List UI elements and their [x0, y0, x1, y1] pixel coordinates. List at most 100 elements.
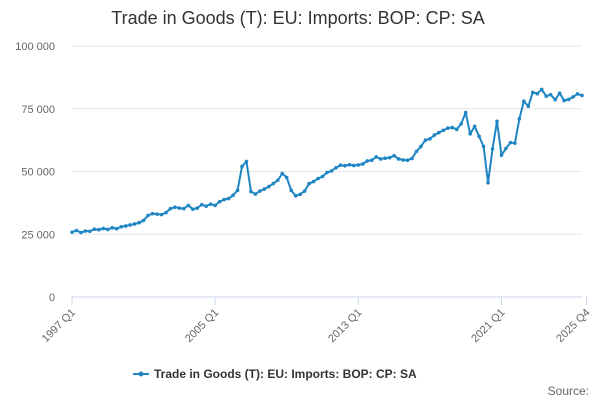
data-point[interactable] [535, 91, 540, 96]
data-point[interactable] [128, 223, 132, 227]
data-point[interactable] [150, 211, 155, 216]
data-point[interactable] [414, 149, 419, 154]
data-point[interactable] [155, 212, 159, 216]
data-point[interactable] [177, 206, 182, 210]
data-point[interactable] [271, 181, 276, 186]
data-point[interactable] [553, 97, 557, 102]
data-point[interactable] [302, 189, 307, 193]
data-point[interactable] [195, 206, 200, 210]
data-point[interactable] [490, 147, 495, 151]
data-point[interactable] [311, 179, 316, 184]
data-point[interactable] [499, 153, 504, 157]
data-point[interactable] [571, 95, 575, 99]
data-point[interactable] [463, 110, 468, 115]
data-point[interactable] [360, 162, 365, 166]
data-point[interactable] [307, 181, 311, 186]
data-point[interactable] [284, 175, 289, 180]
data-point[interactable] [437, 130, 441, 135]
data-point[interactable] [575, 92, 580, 96]
data-point[interactable] [477, 134, 481, 139]
data-point[interactable] [513, 141, 517, 145]
data-point[interactable] [119, 224, 124, 229]
data-point[interactable] [182, 206, 186, 211]
data-point[interactable] [374, 155, 379, 159]
data-point[interactable] [495, 119, 499, 124]
data-point[interactable] [343, 163, 347, 168]
data-point[interactable] [217, 199, 222, 204]
data-point[interactable] [387, 155, 392, 160]
data-point[interactable] [262, 187, 267, 191]
data-point[interactable] [293, 194, 298, 198]
data-point[interactable] [101, 226, 106, 231]
data-point[interactable] [338, 163, 343, 168]
data-point[interactable] [110, 225, 115, 230]
data-point[interactable] [526, 104, 531, 109]
data-point[interactable] [486, 181, 490, 185]
data-point[interactable] [88, 229, 92, 234]
data-point[interactable] [240, 164, 244, 169]
data-point[interactable] [289, 188, 294, 193]
data-point[interactable] [544, 94, 549, 98]
data-point[interactable] [356, 163, 361, 167]
data-point[interactable] [468, 132, 472, 136]
data-point[interactable] [199, 202, 204, 207]
data-point[interactable] [410, 156, 414, 161]
data-point[interactable] [548, 92, 553, 97]
data-point[interactable] [137, 220, 141, 225]
data-point[interactable] [213, 203, 217, 208]
data-point[interactable] [132, 222, 137, 226]
data-point[interactable] [231, 193, 235, 198]
data-point[interactable] [508, 140, 513, 145]
data-point[interactable] [441, 128, 446, 133]
data-point[interactable] [123, 224, 128, 228]
data-point[interactable] [396, 157, 401, 161]
data-point[interactable] [423, 138, 428, 142]
data-point[interactable] [454, 127, 459, 132]
data-point[interactable] [517, 116, 522, 121]
data-point[interactable] [369, 158, 374, 163]
data-point[interactable] [79, 230, 83, 235]
data-point[interactable] [378, 157, 383, 161]
data-point[interactable] [141, 218, 146, 223]
data-point[interactable] [580, 93, 584, 98]
data-point[interactable] [164, 210, 168, 215]
data-point[interactable] [539, 87, 544, 92]
data-point[interactable] [83, 229, 88, 233]
data-point[interactable] [347, 162, 352, 167]
data-point[interactable] [204, 204, 209, 208]
data-point[interactable] [226, 196, 231, 201]
data-point[interactable] [74, 228, 79, 233]
data-point[interactable] [114, 226, 119, 231]
data-point[interactable] [70, 230, 74, 235]
data-point[interactable] [432, 133, 437, 137]
data-point[interactable] [258, 189, 262, 193]
data-point[interactable] [253, 192, 258, 196]
data-point[interactable] [235, 188, 240, 193]
data-point[interactable] [428, 137, 432, 141]
data-point[interactable] [298, 192, 302, 197]
data-point[interactable] [522, 99, 526, 104]
data-point[interactable] [329, 169, 334, 173]
data-point[interactable] [186, 203, 191, 208]
data-point[interactable] [557, 91, 562, 95]
data-point[interactable] [504, 146, 508, 151]
data-point[interactable] [159, 212, 164, 217]
data-point[interactable] [450, 125, 455, 130]
data-point[interactable] [530, 90, 535, 95]
data-point[interactable] [352, 163, 356, 168]
data-point[interactable] [459, 122, 464, 126]
data-point[interactable] [244, 159, 249, 164]
data-point[interactable] [320, 174, 325, 179]
data-point[interactable] [445, 126, 450, 130]
data-point[interactable] [105, 227, 110, 232]
data-point[interactable] [566, 97, 571, 102]
data-point[interactable] [267, 184, 271, 189]
data-point[interactable] [392, 153, 396, 158]
data-point[interactable] [365, 159, 370, 163]
data-point[interactable] [562, 98, 566, 103]
data-point[interactable] [173, 205, 177, 209]
data-point[interactable] [325, 170, 329, 175]
data-point[interactable] [405, 158, 410, 163]
data-point[interactable] [146, 213, 150, 218]
data-point[interactable] [208, 202, 213, 206]
